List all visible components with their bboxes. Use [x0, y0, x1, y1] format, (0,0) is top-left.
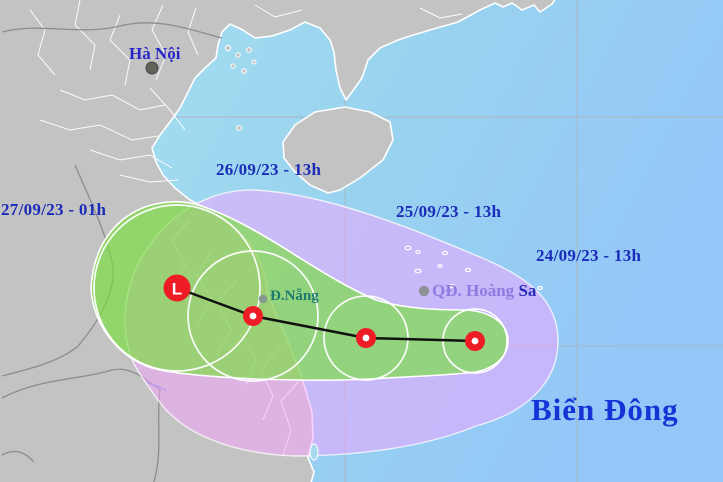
- forecast-cone: [90, 200, 509, 381]
- storm-position-26-09: [243, 306, 263, 326]
- storm-position-markers: L: [163, 274, 485, 351]
- track-line: [176, 286, 476, 343]
- hoang-sa-dot: [418, 285, 430, 297]
- storm-position-24-09: [465, 331, 485, 351]
- uncertainty-circle-26-09: [187, 250, 319, 382]
- hainan-island: [282, 106, 394, 194]
- low-pressure-letter: L: [172, 280, 182, 299]
- storm-position-25-09: [356, 328, 376, 348]
- low-pressure-marker: L: [163, 274, 191, 302]
- uncertainty-circle-27-09: [93, 204, 261, 372]
- hanoi-dot: [145, 61, 159, 75]
- coastal-lagoon: [309, 443, 319, 461]
- danang-dot: [258, 294, 268, 304]
- uncertainty-circles: [93, 204, 508, 382]
- gulf-of-tonkin-islands: [224, 44, 257, 131]
- paracel-islands: [404, 245, 543, 291]
